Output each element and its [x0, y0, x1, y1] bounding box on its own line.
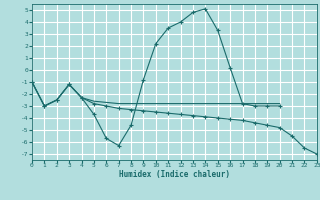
X-axis label: Humidex (Indice chaleur): Humidex (Indice chaleur): [119, 170, 230, 179]
